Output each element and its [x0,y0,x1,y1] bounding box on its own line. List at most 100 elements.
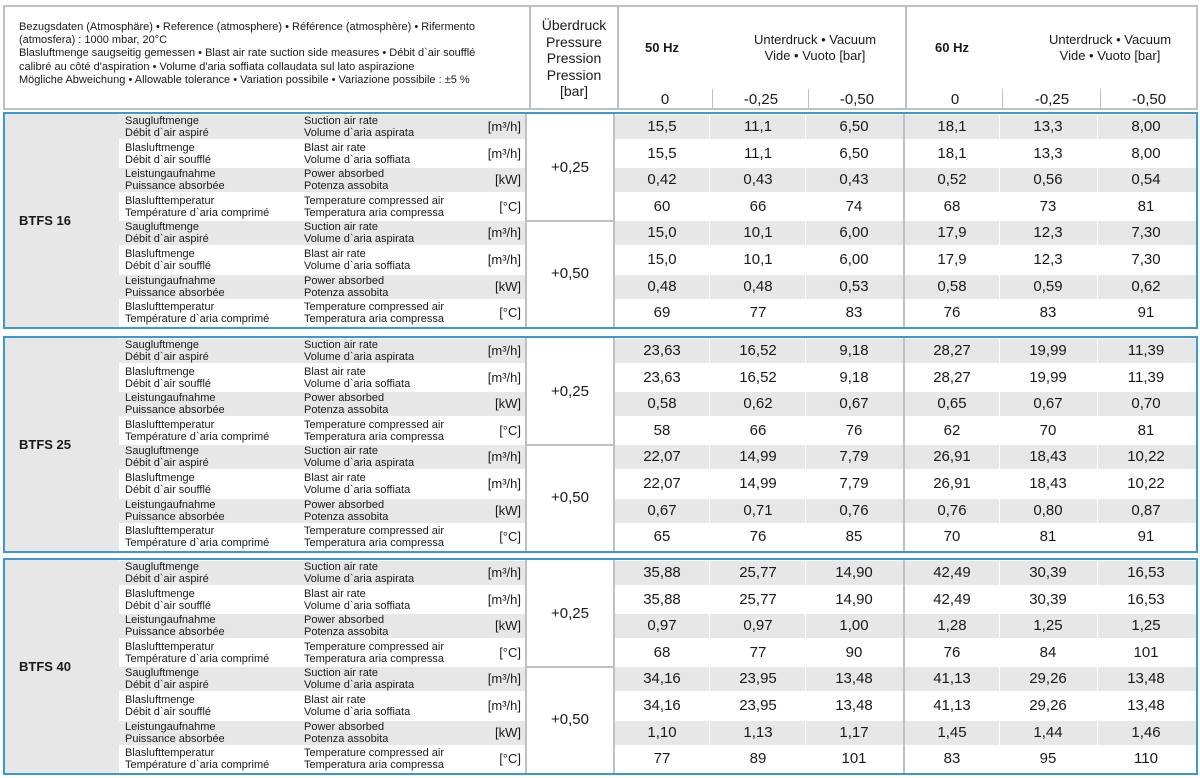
label-de: Blasluftmenge [125,587,195,600]
label-en: Blast air rate [304,587,366,600]
label-fr: Température d`aria comprimé [125,430,270,443]
label-de: Blasluftmenge [125,694,195,706]
table-cell: 35,88 [643,564,681,581]
table-cell: 30,39 [1029,590,1067,608]
label-en-it: Suction air rate Volume d`aria aspirata [304,339,414,363]
table-cell: 10,1 [743,251,773,268]
label-it: Volume d`aria soffiata [304,706,411,718]
label-en: Power absorbed [304,720,385,733]
table-cell: 22,07 [643,475,681,492]
label-it: Volume d`aria aspirata [304,127,415,139]
table-cell: 1,25 [1131,617,1161,635]
table-cell: 12,3 [1033,251,1063,268]
label-en: Temperature compressed air [304,525,445,538]
label-en-it: Blast air rate Volume d`aria soffiata [304,694,410,718]
label-en-it: Power absorbed Potenza assobita [304,721,388,745]
label-de: Blasluftmenge [125,141,195,154]
overpressure-header: Überdruck Pressure Pression Pression [ba… [531,17,617,100]
label-en-it: Blast air rate Volume d`aria soffiata [304,472,410,496]
table-cell: 16,53 [1127,564,1165,581]
table-cell: 76 [943,304,961,322]
label-fr: Débit d`air soufflé [125,377,212,390]
pressure-value: +0,25 [551,159,589,176]
table-cell: 95 [1039,750,1057,768]
table-cell: 68 [653,643,671,661]
row-stripe [119,614,1196,639]
label-de: Leistungaufnahme [125,498,216,511]
row-stripe [119,561,1196,585]
note-line: Mögliche Abweichung • Allowable toleranc… [19,73,470,86]
table-cell: 13,3 [1033,144,1063,162]
vacuum-label-line: Unterdruck • Vacuum [753,32,877,47]
label-de: Blaslufttemperatur [125,301,215,314]
table-cell: 83 [1039,304,1057,322]
table-cell: 0,87 [1131,501,1161,519]
table-cell: 42,49 [933,590,971,608]
table-cell: 13,48 [835,670,873,688]
unit-label: [m³/h] [487,698,521,713]
label-fr: Débit d`air aspiré [125,127,209,139]
note-line: (atmosfera) : 1000 mbar, 20°C [19,34,168,47]
label-en: Suction air rate [304,221,378,234]
pressure-value: +0,50 [551,265,589,282]
label-fr: Puissance absorbée [125,510,225,523]
vac-col-label: -0,25 [1034,91,1070,108]
table-cell: 70 [1039,421,1057,439]
model-name: BTFS 25 [19,437,72,452]
label-de-fr: Leistungaufnahme Puissance absorbée [125,499,225,523]
label-de-fr: Leistungaufnahme Puissance absorbée [125,275,225,299]
table-cell: 1,45 [937,723,967,741]
label-de-fr: Blasluftmenge Débit d`air soufflé [125,142,211,166]
label-fr: Débit d`air aspiré [125,457,209,470]
table-cell: 14,99 [739,475,777,492]
table-cell: 0,43 [839,171,869,189]
row-stripe [119,339,1196,363]
label-de-fr: Saugluftmenge Débit d`air aspiré [125,667,209,691]
table-cell: 13,48 [1127,697,1165,714]
table-cell: 34,16 [643,670,681,688]
label-de: Leistungaufnahme [125,614,216,627]
label-de: Saugluftmenge [125,221,199,234]
unit-label: [m³/h] [487,369,521,385]
label-en-it: Temperature compressed air Temperatura ar… [304,525,444,549]
label-de: Blaslufttemperatur [125,747,215,760]
label-it: Temperatura aria compressa [304,430,445,443]
label-de-fr: Blasluftmenge Débit d`air soufflé [125,248,211,272]
table-cell: 14,90 [835,564,873,581]
unit-label: [m³/h] [487,476,521,491]
label-en-it: Blast air rate Volume d`aria soffiata [304,248,410,272]
table-cell: 14,99 [739,448,777,466]
label-en: Temperature compressed air [304,418,445,431]
label-it: Potenza assobita [304,404,389,417]
label-de-fr: Blaslufttemperatur Température d`aria com… [125,747,269,771]
table-cell: 0,53 [839,277,869,295]
label-it: Potenza assobita [304,626,389,639]
table-cell: 0,62 [743,395,773,413]
table-cell: 12,3 [1033,224,1063,242]
table-cell: 0,70 [1131,395,1161,413]
table-cell: 25,77 [739,590,777,608]
table-cell: 13,3 [1033,118,1063,135]
table-cell: 85 [845,528,863,546]
table-cell: 0,67 [839,395,869,413]
label-de-fr: Saugluftmenge Débit d`air aspiré [125,445,209,469]
label-en-it: Temperature compressed air Temperatura ar… [304,641,444,665]
label-de: Blaslufttemperatur [125,194,215,207]
unit-label: [°C] [499,198,521,214]
table-cell: 10,22 [1127,475,1165,492]
label-it: Potenza assobita [304,286,389,299]
note-line: Bezugsdaten (Atmosphäre) • Reference (at… [19,21,476,33]
label-fr: Température d`aria comprimé [125,537,270,550]
table-header: Bezugsdaten (Atmosphäre) • Reference (at… [3,5,1198,110]
label-fr: Débit d`air soufflé [125,706,212,718]
table-cell: 0,65 [937,395,967,413]
table-cell: 89 [749,750,767,768]
table-cell: 1,46 [1131,723,1161,741]
table-cell: 23,95 [739,670,777,688]
label-fr: Puissance absorbée [125,180,225,193]
table-cell: 19,99 [1029,342,1067,359]
label-fr: Puissance absorbée [125,286,225,299]
label-de-fr: Blaslufttemperatur Température d`aria com… [125,525,269,549]
model-panel [5,114,119,327]
unit-label: [kW] [495,172,521,188]
